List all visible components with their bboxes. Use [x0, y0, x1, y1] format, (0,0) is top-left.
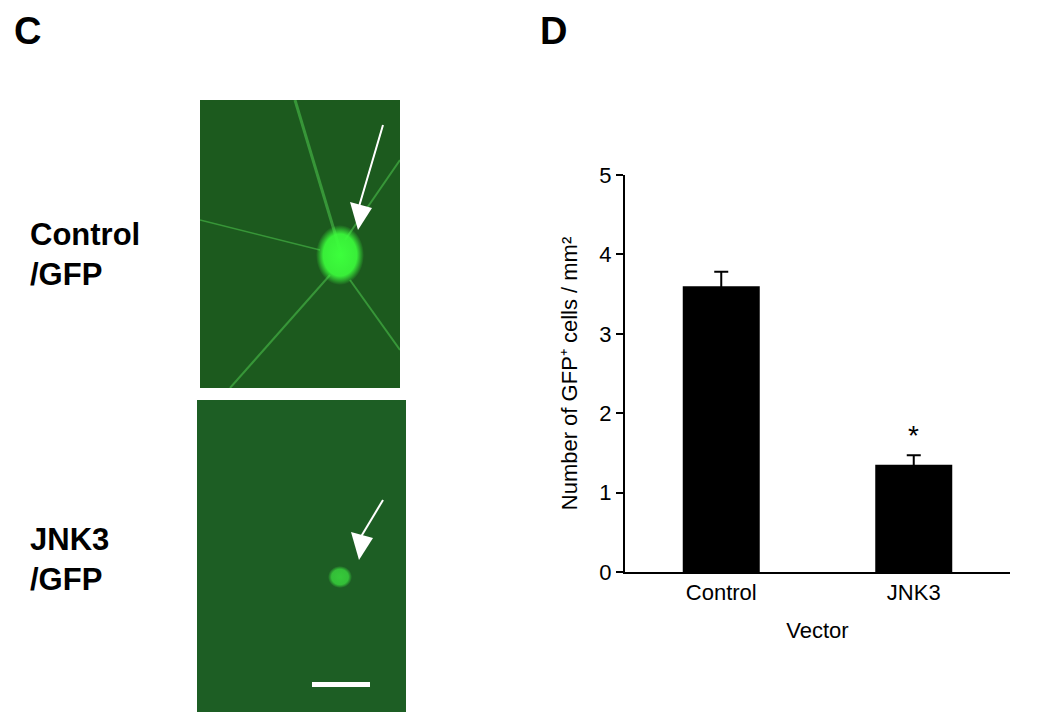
html-text:/GFP: /GFP: [30, 562, 103, 598]
svg-text:Vector: Vector: [786, 618, 848, 643]
svg-text:0: 0: [599, 560, 611, 585]
html-text:C: C: [14, 10, 42, 52]
svg-text:JNK3: JNK3: [887, 580, 941, 605]
svg-text:4: 4: [599, 242, 611, 267]
svg-text:3: 3: [599, 322, 611, 347]
svg-text:Number of GFP⁺ cells / mm²: Number of GFP⁺ cells / mm²: [557, 237, 582, 510]
svg-text:Control: Control: [686, 580, 757, 605]
svg-text:*: *: [908, 420, 919, 451]
html-text:Control: Control: [30, 217, 141, 252]
svg-text:1: 1: [599, 480, 611, 505]
html-text:/GFP: /GFP: [30, 257, 103, 293]
svg-text:5: 5: [599, 163, 611, 188]
html-text:JNK3: JNK3: [30, 522, 110, 557]
svg-text:2: 2: [599, 401, 611, 426]
html-text:D: D: [540, 10, 568, 52]
